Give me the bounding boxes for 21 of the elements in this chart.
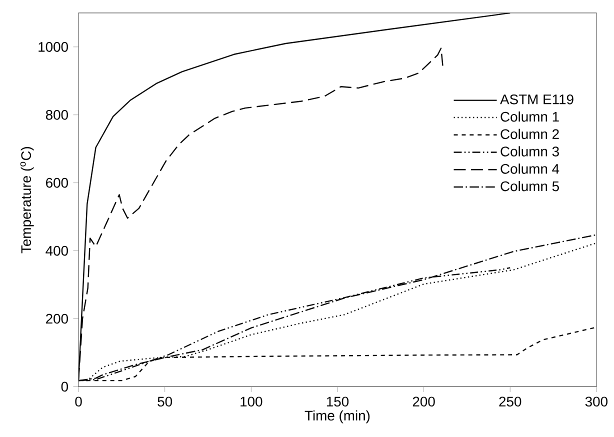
x-tick-label: 250 (499, 396, 522, 406)
x-tick-label: 100 (240, 396, 262, 406)
y-tick-label: 200 (46, 314, 68, 324)
y-tick-label: 600 (46, 178, 68, 188)
x-tick-label: 0 (75, 396, 82, 406)
legend-label: Column 3 (500, 146, 559, 156)
y-tick-label: 1000 (38, 42, 68, 52)
y-tick-label: 800 (46, 110, 68, 120)
x-tick-label: 150 (326, 396, 349, 406)
y-tick-label: 0 (61, 382, 68, 392)
x-axis-title: Time (min) (304, 410, 370, 424)
legend-label: ASTM E119 (500, 94, 574, 104)
legend-label: Column 1 (500, 111, 559, 122)
x-tick-label: 200 (412, 396, 435, 406)
legend-label: Column 2 (500, 128, 559, 139)
y-axis-title: Temperature ($^{o}$C) (20, 146, 34, 254)
legend-label: Column 4 (500, 163, 560, 174)
legend-label: Column 5 (500, 180, 559, 192)
y-tick-label: 400 (46, 246, 68, 256)
x-tick-label: 50 (158, 396, 172, 406)
x-tick-label: 300 (585, 396, 608, 406)
